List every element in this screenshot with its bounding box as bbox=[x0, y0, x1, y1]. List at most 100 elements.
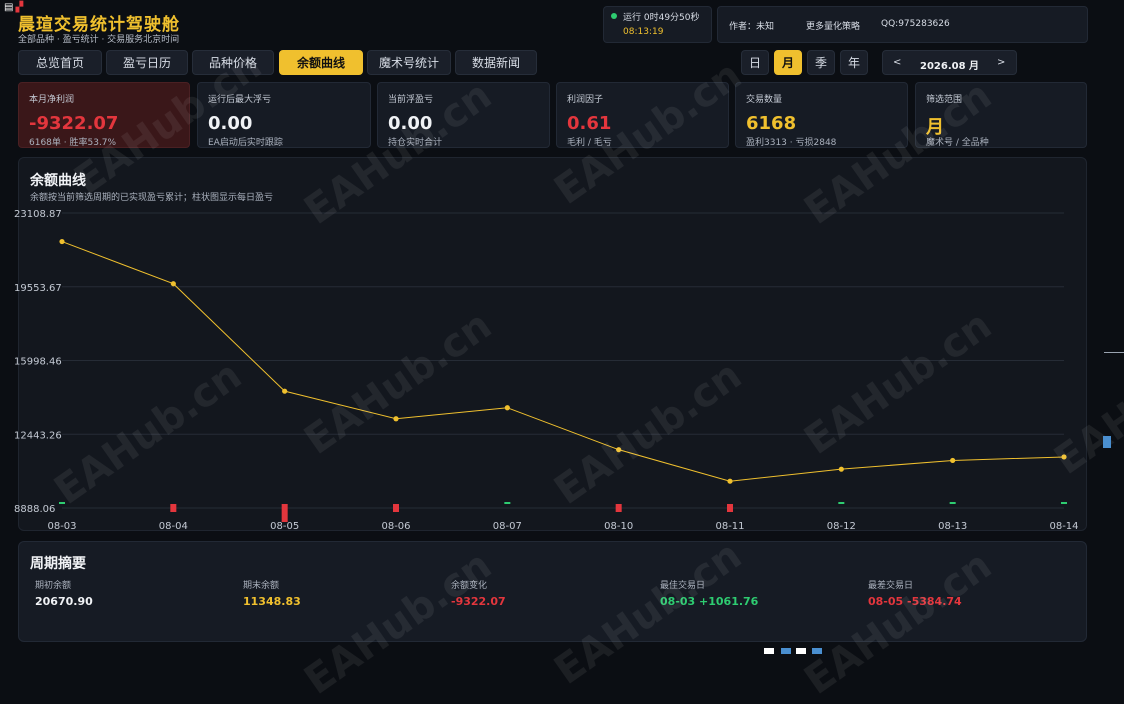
x-tick-label: 08-06 bbox=[381, 521, 410, 532]
x-tick-label: 08-04 bbox=[159, 521, 188, 532]
prev-month-button[interactable]: < bbox=[893, 57, 902, 68]
balance-point bbox=[1061, 454, 1067, 460]
window-icons: ▤ ▞ bbox=[4, 2, 25, 13]
card-value: 6168 bbox=[746, 113, 797, 134]
summary-value-end-balance: 11348.83 bbox=[243, 595, 301, 608]
daily-pl-bar bbox=[949, 502, 956, 504]
tab-balance-curve[interactable]: 余额曲线 bbox=[279, 50, 363, 75]
qq-contact: QQ:975283626 bbox=[881, 19, 950, 29]
balance-point bbox=[393, 416, 399, 422]
card-sub: 毛利 / 毛亏 bbox=[567, 138, 612, 148]
y-tick-label: 12443.26 bbox=[14, 430, 62, 441]
x-tick-label: 08-07 bbox=[493, 521, 522, 532]
card-label: 运行后最大浮亏 bbox=[208, 95, 272, 105]
status-dot-icon bbox=[611, 13, 617, 19]
daily-pl-bar bbox=[170, 504, 177, 512]
balance-line bbox=[61, 241, 1065, 482]
summary-value-best-day: 08-03 +1061.76 bbox=[660, 595, 759, 608]
balance-chart-panel bbox=[18, 157, 1087, 531]
x-tick-label: 08-05 bbox=[270, 521, 299, 532]
summary-value-start-balance: 20670.90 bbox=[35, 595, 93, 608]
card-filter-range: 筛选范围 月 魔术号 / 全品种 bbox=[915, 82, 1087, 148]
app-icon: ▞ bbox=[15, 2, 24, 13]
card-label: 筛选范围 bbox=[926, 95, 963, 105]
card-label: 交易数量 bbox=[746, 95, 783, 105]
card-label: 利润因子 bbox=[567, 95, 604, 105]
balance-point bbox=[282, 388, 288, 394]
balance-point bbox=[950, 457, 956, 464]
period-month-button[interactable]: 月 bbox=[774, 50, 802, 75]
daily-pl-bar bbox=[615, 504, 622, 512]
x-tick-label: 08-03 bbox=[47, 521, 76, 532]
summary-title: 周期摘要 bbox=[30, 556, 86, 572]
summary-value-worst-day: 08-05 -5384.74 bbox=[868, 595, 962, 608]
period-day-button[interactable]: 日 bbox=[741, 50, 769, 75]
card-sub: 持仓实时合计 bbox=[388, 138, 443, 148]
tab-symbol-price[interactable]: 品种价格 bbox=[192, 50, 274, 75]
card-value: 0.61 bbox=[567, 113, 612, 134]
app-title: 晨瑄交易统计驾驶舱 bbox=[18, 15, 180, 35]
x-tick-label: 08-14 bbox=[1049, 521, 1078, 532]
chart-icon: ▤ bbox=[4, 2, 14, 13]
chart-title: 余额曲线 bbox=[30, 173, 86, 189]
x-tick-label: 08-12 bbox=[827, 521, 856, 532]
card-label: 本月净利润 bbox=[29, 95, 75, 105]
next-month-button[interactable]: > bbox=[997, 57, 1006, 68]
tab-magic-stats[interactable]: 魔术号统计 bbox=[367, 50, 451, 75]
y-tick-label: 19553.67 bbox=[14, 283, 62, 294]
card-value: 月 bbox=[926, 117, 944, 138]
summary-value-balance-change: -9322.07 bbox=[451, 595, 506, 608]
balance-point bbox=[170, 281, 176, 287]
tab-news[interactable]: 数据新闻 bbox=[455, 50, 537, 75]
card-sub: EA启动后实时跟踪 bbox=[208, 138, 283, 148]
balance-point bbox=[616, 447, 622, 453]
summary-label-end-balance: 期末余额 bbox=[243, 581, 280, 591]
daily-pl-bar bbox=[838, 502, 845, 504]
card-floating-pl: 当前浮盈亏 0.00 持仓实时合计 bbox=[377, 82, 550, 148]
card-label: 当前浮盈亏 bbox=[388, 95, 434, 105]
card-sub: 盈利3313 · 亏损2848 bbox=[746, 138, 837, 148]
summary-label-worst-day: 最差交易日 bbox=[868, 581, 914, 591]
daily-pl-bar bbox=[59, 502, 65, 504]
y-tick-label: 8888.06 bbox=[14, 504, 55, 515]
scroll-thumb[interactable] bbox=[1103, 436, 1111, 448]
balance-point bbox=[59, 238, 65, 245]
period-quarter-button[interactable]: 季 bbox=[807, 50, 835, 75]
author-box: 作者：未知 更多量化策略 QQ:975283626 bbox=[717, 6, 1088, 43]
run-clock: 08:13:19 bbox=[623, 27, 664, 37]
card-value: 0.00 bbox=[388, 113, 433, 134]
month-navigator: < 2026.08 月 > bbox=[882, 50, 1017, 75]
period-year-button[interactable]: 年 bbox=[840, 50, 868, 75]
tab-overview[interactable]: 总览首页 bbox=[18, 50, 102, 75]
run-duration: 运行 0时49分50秒 bbox=[623, 13, 700, 23]
card-max-floating-loss: 运行后最大浮亏 0.00 EA启动后实时跟踪 bbox=[197, 82, 371, 148]
period-summary-panel bbox=[18, 541, 1087, 642]
daily-pl-bar bbox=[504, 502, 511, 504]
balance-point bbox=[504, 405, 510, 411]
y-tick-label: 15998.46 bbox=[14, 357, 62, 368]
balance-point bbox=[727, 478, 733, 484]
daily-pl-bar bbox=[1061, 502, 1067, 504]
app-subtitle: 全部品种 · 盈亏统计 · 交易服务北京时间 bbox=[18, 35, 180, 45]
chart-subtitle: 余额按当前筛选周期的已实现盈亏累计；柱状图显示每日盈亏 bbox=[30, 193, 274, 203]
status-marker bbox=[796, 648, 806, 654]
author-label: 作者：未知 bbox=[729, 22, 775, 32]
current-month-label: 2026.08 月 bbox=[920, 61, 980, 72]
card-month-net-profit: 本月净利润 -9322.07 6168单 · 胜率53.7% bbox=[18, 82, 190, 148]
summary-label-best-day: 最佳交易日 bbox=[660, 581, 706, 591]
y-tick-label: 23108.87 bbox=[14, 209, 62, 220]
x-tick-label: 08-11 bbox=[715, 521, 744, 532]
scroll-divider bbox=[1104, 352, 1124, 353]
balance-chart: 23108.87 19553.67 15998.46 12443.26 8888.06 0… bbox=[14, 209, 1079, 532]
summary-label-balance-change: 余额变化 bbox=[451, 581, 488, 591]
card-trade-count: 交易数量 6168 盈利3313 · 亏损2848 bbox=[735, 82, 908, 148]
more-strategies-link[interactable]: 更多量化策略 bbox=[806, 22, 861, 32]
card-value: 0.00 bbox=[208, 113, 253, 134]
x-tick-label: 08-10 bbox=[604, 521, 633, 532]
x-tick-label: 08-13 bbox=[938, 521, 967, 532]
daily-pl-bar bbox=[281, 504, 288, 522]
tab-pl-calendar[interactable]: 盈亏日历 bbox=[106, 50, 188, 75]
card-profit-factor: 利润因子 0.61 毛利 / 毛亏 bbox=[556, 82, 729, 148]
run-status-box: 运行 0时49分50秒 08:13:19 bbox=[603, 6, 712, 43]
status-marker bbox=[764, 648, 774, 654]
